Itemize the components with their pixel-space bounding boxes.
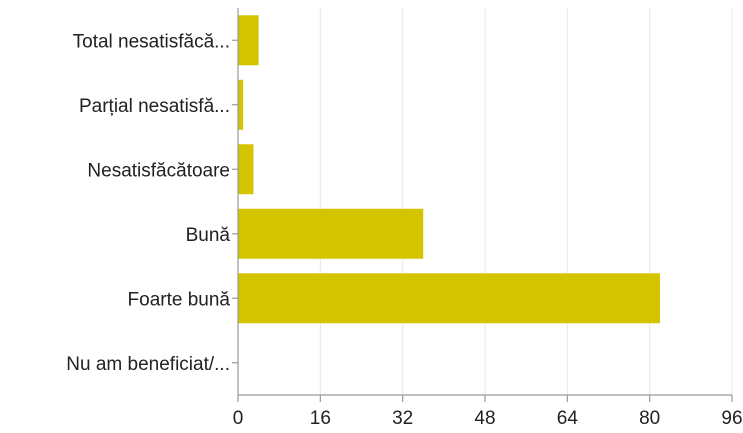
category-label: Nu am beneficiat/... bbox=[66, 354, 230, 375]
bar bbox=[238, 273, 660, 324]
bar bbox=[238, 144, 254, 195]
bars bbox=[238, 15, 660, 324]
x-tick-label: 96 bbox=[721, 408, 742, 429]
x-tick-label: 16 bbox=[310, 408, 331, 429]
labels: 0 16 32 48 64 80 96 Total nesatisfăcă... Parțial… bbox=[66, 31, 742, 429]
category-label: Foarte bună bbox=[128, 289, 231, 310]
x-tick-label: 80 bbox=[639, 408, 660, 429]
x-tick-label: 0 bbox=[233, 408, 244, 429]
gridlines bbox=[319, 8, 733, 395]
x-tick-label: 32 bbox=[392, 408, 413, 429]
x-tick-label: 48 bbox=[474, 408, 495, 429]
category-label: Bună bbox=[186, 225, 231, 246]
category-label: Parțial nesatisfă... bbox=[79, 96, 230, 117]
axes bbox=[232, 8, 733, 402]
bar bbox=[238, 15, 259, 66]
category-label: Nesatisfăcătoare bbox=[87, 160, 230, 181]
bar bbox=[238, 208, 424, 259]
category-label: Total nesatisfăcă... bbox=[73, 31, 230, 52]
x-tick-label: 64 bbox=[557, 408, 579, 429]
bar bbox=[238, 79, 244, 130]
